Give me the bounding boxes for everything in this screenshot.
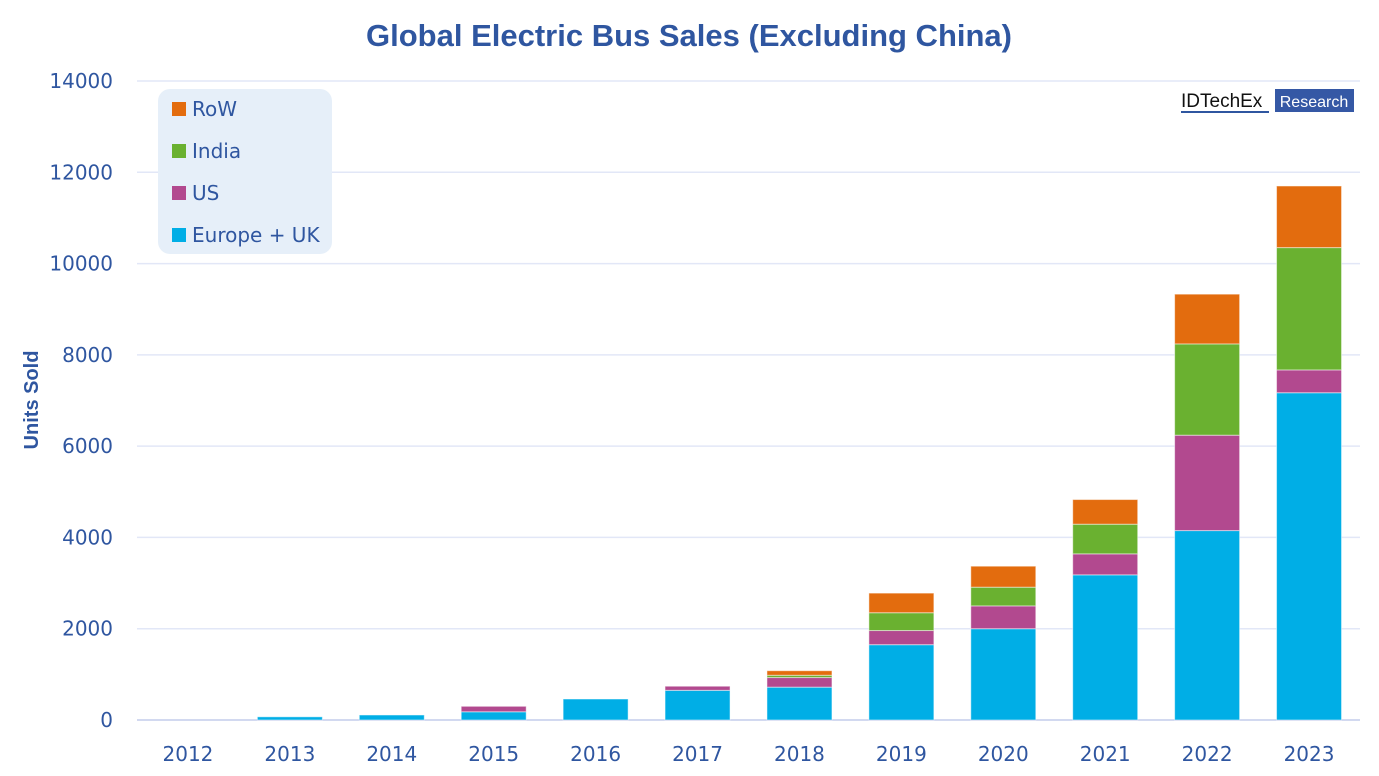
bar-segment-us xyxy=(460,705,527,713)
legend-swatch xyxy=(172,102,186,116)
bar-segment-row xyxy=(1276,185,1343,249)
bar-segment-row xyxy=(766,670,833,676)
bars xyxy=(256,185,1343,721)
bar-segment-europe-uk xyxy=(1174,530,1241,721)
chart-title: Global Electric Bus Sales (Excluding Chi… xyxy=(366,18,1012,53)
bar-segment-india xyxy=(868,612,935,632)
x-tick-label: 2022 xyxy=(1182,742,1233,766)
y-tick-label: 2000 xyxy=(62,617,113,641)
bar-segment-europe-uk xyxy=(256,716,323,721)
legend-label: Europe + UK xyxy=(192,223,320,247)
brand-logo: IDTechEx Research xyxy=(1181,89,1354,113)
y-tick-label: 4000 xyxy=(62,525,113,549)
bar-segment-india xyxy=(1276,247,1343,371)
x-tick-label: 2021 xyxy=(1080,742,1131,766)
x-tick-label: 2016 xyxy=(570,742,621,766)
y-axis-ticks: 0 2000 4000 6000 8000 10000 12000 14000 xyxy=(49,69,113,732)
y-tick-label: 6000 xyxy=(62,434,113,458)
legend-swatch xyxy=(172,228,186,242)
bar-segment-us xyxy=(970,605,1037,630)
bar-segment-india xyxy=(970,586,1037,607)
x-tick-label: 2012 xyxy=(163,742,214,766)
legend-label: US xyxy=(192,181,219,205)
x-tick-label: 2013 xyxy=(264,742,315,766)
x-tick-label: 2018 xyxy=(774,742,825,766)
bar-segment-us xyxy=(1072,553,1139,576)
x-axis-ticks: 2012 2013 2014 2015 2016 2017 2018 2019 2020 2021… xyxy=(163,742,1335,766)
y-axis-label: Units Sold xyxy=(21,351,43,450)
bar-segment-europe-uk xyxy=(868,644,935,721)
x-tick-label: 2014 xyxy=(366,742,417,766)
bar-segment-india xyxy=(1072,523,1139,555)
bar-segment-row xyxy=(1072,499,1139,525)
bar-segment-row xyxy=(970,565,1037,588)
bar-segment-row xyxy=(868,592,935,614)
x-tick-label: 2023 xyxy=(1284,742,1335,766)
bar-segment-us xyxy=(1174,434,1241,532)
bar-segment-europe-uk xyxy=(358,714,425,721)
y-tick-label: 8000 xyxy=(62,343,113,367)
bar-segment-europe-uk xyxy=(1072,574,1139,721)
x-tick-label: 2020 xyxy=(978,742,1029,766)
y-tick-label: 10000 xyxy=(49,252,113,276)
legend-swatch xyxy=(172,144,186,158)
bar-segment-europe-uk xyxy=(562,698,629,721)
bar-segment-europe-uk xyxy=(970,628,1037,721)
y-tick-label: 12000 xyxy=(49,160,113,184)
legend-label: RoW xyxy=(192,97,237,121)
bar-segment-us xyxy=(1276,369,1343,394)
x-tick-label: 2019 xyxy=(876,742,927,766)
bar-segment-europe-uk xyxy=(1276,392,1343,721)
gridlines xyxy=(137,80,1360,721)
x-tick-label: 2015 xyxy=(468,742,519,766)
legend-background xyxy=(158,89,332,254)
bar-segment-us xyxy=(766,677,833,688)
bar-segment-us xyxy=(868,630,935,646)
legend-label: India xyxy=(192,139,241,163)
bar-segment-europe-uk xyxy=(766,686,833,721)
brand-tag-background xyxy=(1275,89,1354,112)
bar-segment-row xyxy=(1174,293,1241,345)
legend-swatch xyxy=(172,186,186,200)
bar-segment-europe-uk xyxy=(664,689,731,721)
brand-name: IDTechEx xyxy=(1181,91,1263,112)
y-tick-label: 0 xyxy=(100,708,113,732)
bar-segment-europe-uk xyxy=(460,711,527,721)
y-tick-label: 14000 xyxy=(49,69,113,93)
bar-segment-india xyxy=(1174,343,1241,436)
brand-tag: Research xyxy=(1280,94,1348,111)
x-tick-label: 2017 xyxy=(672,742,723,766)
legend: RoW India US Europe + UK xyxy=(158,89,332,254)
brand-underline xyxy=(1181,111,1269,113)
bar-segment-us xyxy=(664,685,731,691)
